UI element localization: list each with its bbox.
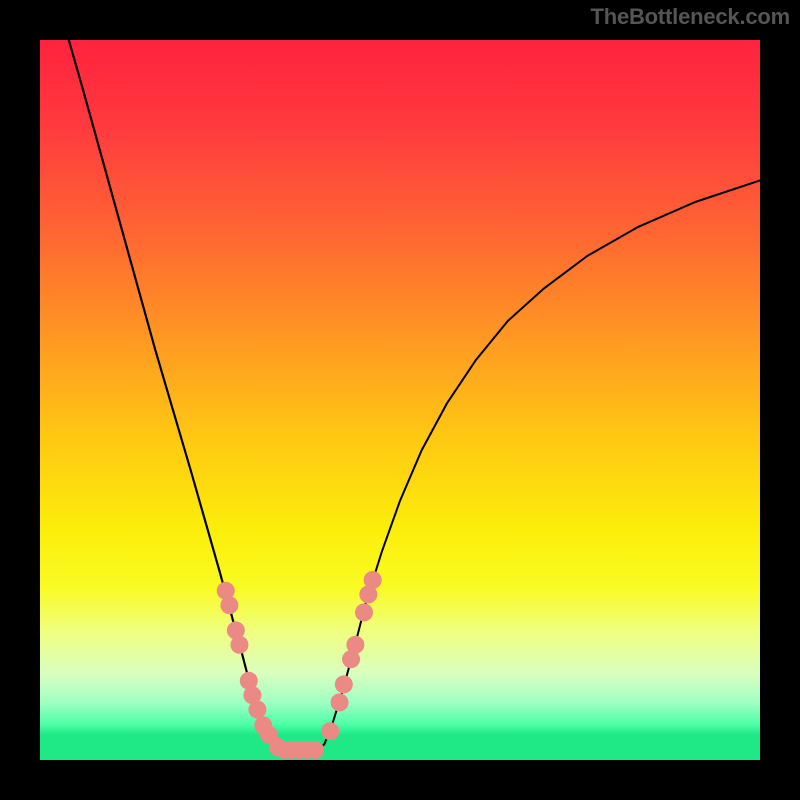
chart-frame [0, 0, 800, 800]
watermark-label: TheBottleneck.com [590, 4, 790, 30]
bottleneck-chart [0, 0, 800, 800]
